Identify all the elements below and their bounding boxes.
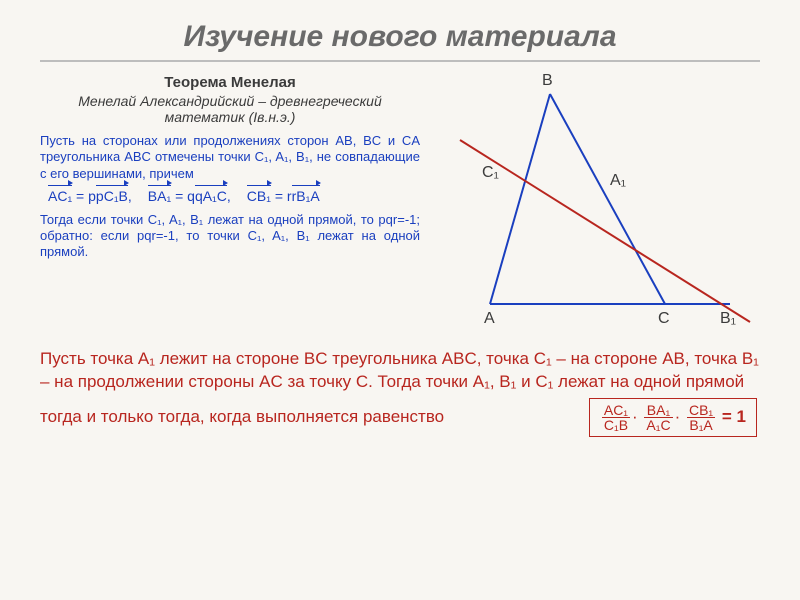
vertex-label-C1: C₁ (482, 164, 499, 182)
frac-3: CB₁ B₁A (687, 403, 715, 432)
theorem-subheading: Менелай Александрийский – древнегречески… (40, 93, 420, 125)
vec-eq-3: CB₁ = rrB₁A (247, 188, 320, 204)
theorem-heading: Теорема Менелая (40, 74, 420, 91)
theorem-paragraph-1: Пусть на сторонах или продолжениях сторо… (40, 133, 420, 182)
vec-eq-1: AC₁ = ppC₁B, (48, 188, 132, 204)
bottom-statement: Пусть точка A₁ лежит на стороне BC треуг… (40, 348, 760, 437)
vertex-label-C: C (658, 310, 670, 328)
vertex-label-B1: B₁ (720, 310, 736, 328)
vector-equations: AC₁ = ppC₁B, BA₁ = qqA₁C, CB₁ = rrB₁A (48, 188, 420, 204)
left-column: Теорема Менелая Менелай Александрийский … (40, 74, 420, 334)
right-column-diagram: A B C A₁ B₁ C₁ (430, 74, 760, 334)
vec-eq-2: BA₁ = qqA₁C, (148, 188, 231, 204)
vertex-label-A: A (484, 310, 495, 328)
vertex-label-A1: A₁ (610, 172, 626, 190)
frac-2: BA₁ A₁C (644, 403, 672, 432)
theorem-paragraph-2: Тогда если точки C₁, A₁, B₁ лежат на одн… (40, 212, 420, 261)
page-title: Изучение нового материала (40, 20, 760, 62)
two-column-layout: Теорема Менелая Менелай Александрийский … (40, 74, 760, 334)
boxed-equation: AC₁ C₁B · BA₁ A₁C · CB₁ B₁A = 1 (589, 398, 757, 437)
eq-rhs: = 1 (722, 407, 746, 426)
menelaus-diagram (430, 74, 760, 334)
vertex-label-B: B (542, 72, 553, 90)
frac-1: AC₁ C₁B (602, 403, 630, 432)
